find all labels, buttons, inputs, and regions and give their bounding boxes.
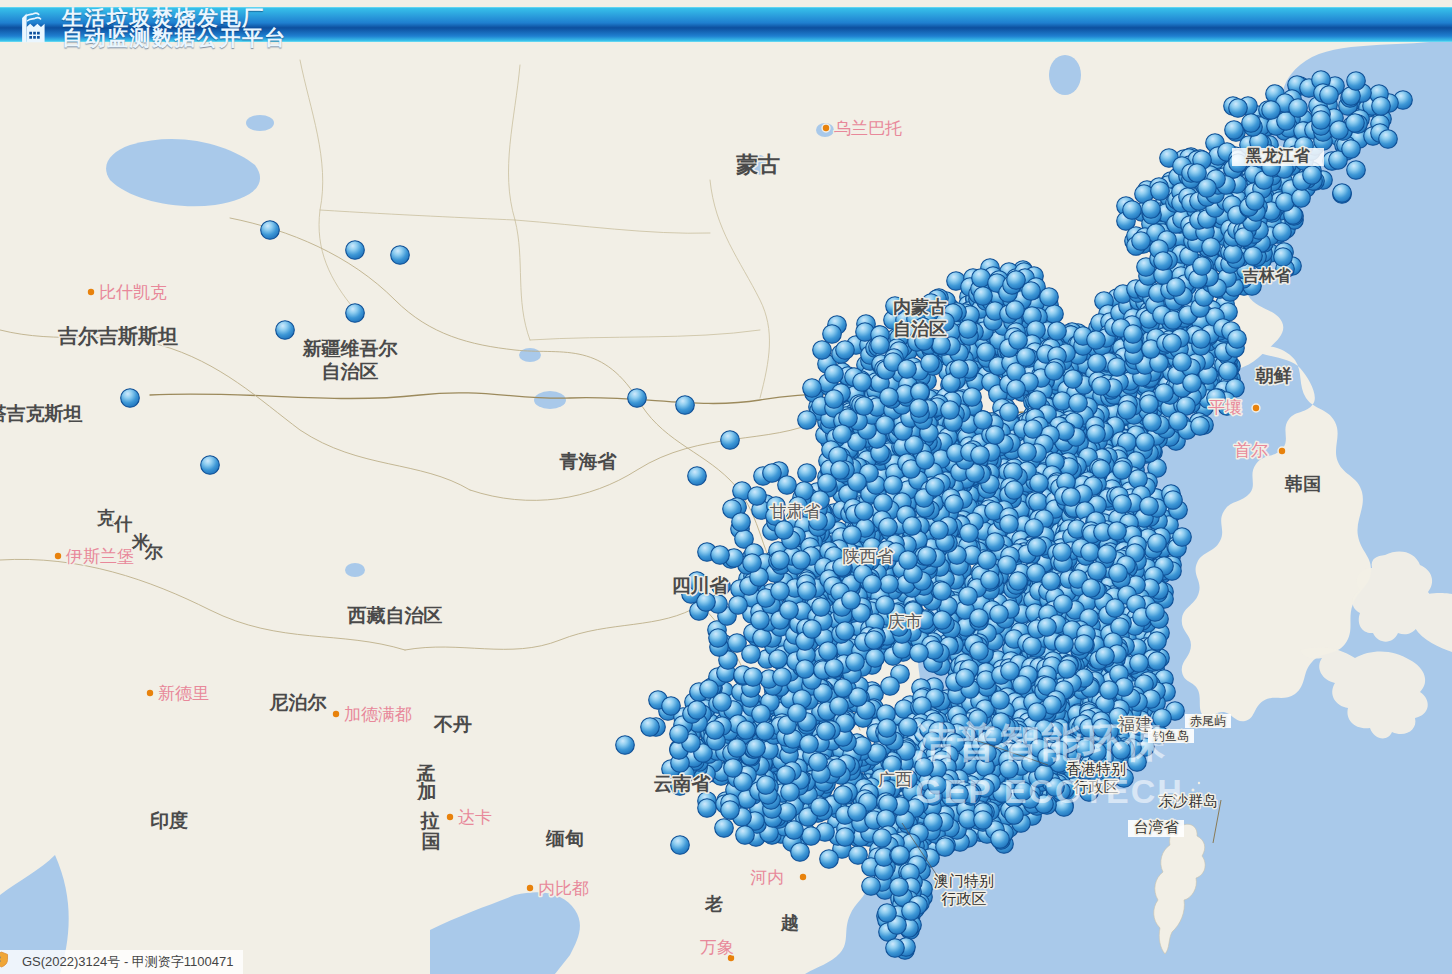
svg-text:尼泊尔: 尼泊尔 [269, 692, 328, 713]
svg-text:内蒙古: 内蒙古 [893, 297, 947, 317]
svg-text:吉林省: 吉林省 [1242, 267, 1291, 284]
svg-text:赤尾屿: 赤尾屿 [1190, 714, 1226, 728]
svg-text:尔: 尔 [144, 542, 163, 562]
svg-text:内比都: 内比都 [538, 879, 589, 898]
svg-text:朝鲜: 朝鲜 [1255, 366, 1292, 386]
svg-text:什: 什 [113, 514, 133, 534]
svg-text:福建: 福建 [1117, 715, 1152, 734]
svg-text:广西: 广西 [878, 770, 912, 789]
svg-text:香港特别: 香港特别 [1066, 760, 1126, 777]
svg-text:河内: 河内 [750, 868, 784, 887]
svg-text:行政区: 行政区 [1074, 778, 1119, 795]
svg-text:云南省: 云南省 [654, 773, 712, 794]
svg-text:蒙古: 蒙古 [736, 152, 780, 177]
svg-text:四川省: 四川省 [672, 575, 730, 596]
svg-text:东沙群岛: 东沙群岛 [1158, 792, 1218, 809]
svg-text:首尔: 首尔 [1234, 441, 1268, 460]
svg-text:拉: 拉 [420, 810, 440, 831]
svg-text:黑龙江省: 黑龙江省 [1245, 147, 1310, 164]
svg-text:钓鱼岛: 钓鱼岛 [1152, 729, 1189, 743]
svg-text:比什凯克: 比什凯克 [99, 283, 167, 302]
svg-text:自治区: 自治区 [322, 361, 379, 382]
svg-text:澳门特别: 澳门特别 [934, 872, 994, 889]
svg-text:青海省: 青海省 [559, 451, 618, 472]
svg-text:缅甸: 缅甸 [545, 828, 584, 849]
svg-text:加: 加 [417, 781, 437, 802]
svg-text:加德满都: 加德满都 [344, 705, 412, 724]
svg-text:陕西省: 陕西省 [843, 547, 894, 566]
svg-text:印度: 印度 [150, 810, 188, 831]
svg-text:庆市: 庆市 [888, 612, 922, 631]
svg-text:平壤: 平壤 [1208, 398, 1242, 417]
svg-text:达卡: 达卡 [458, 808, 492, 827]
svg-text:甘肃省: 甘肃省 [770, 502, 821, 521]
svg-text:伊斯兰堡: 伊斯兰堡 [65, 547, 134, 566]
svg-text:乌兰巴托: 乌兰巴托 [834, 119, 902, 138]
svg-text:新疆维吾尔: 新疆维吾尔 [302, 338, 399, 359]
svg-text:克: 克 [96, 508, 115, 528]
svg-text:塔吉克斯坦: 塔吉克斯坦 [0, 403, 83, 424]
svg-text:自治区: 自治区 [893, 319, 947, 339]
svg-text:台湾省: 台湾省 [1134, 818, 1180, 835]
svg-text:行政区: 行政区 [942, 890, 987, 907]
svg-text:不丹: 不丹 [433, 714, 472, 735]
svg-text:万象: 万象 [700, 938, 734, 957]
svg-text:韩国: 韩国 [1284, 474, 1321, 494]
svg-text:西藏自治区: 西藏自治区 [347, 605, 443, 626]
svg-text:吉尔吉斯斯坦: 吉尔吉斯斯坦 [57, 325, 178, 347]
svg-text:国: 国 [422, 831, 441, 852]
svg-text:新德里: 新德里 [158, 684, 209, 703]
svg-text:越: 越 [780, 913, 799, 933]
svg-text:老: 老 [704, 894, 723, 914]
